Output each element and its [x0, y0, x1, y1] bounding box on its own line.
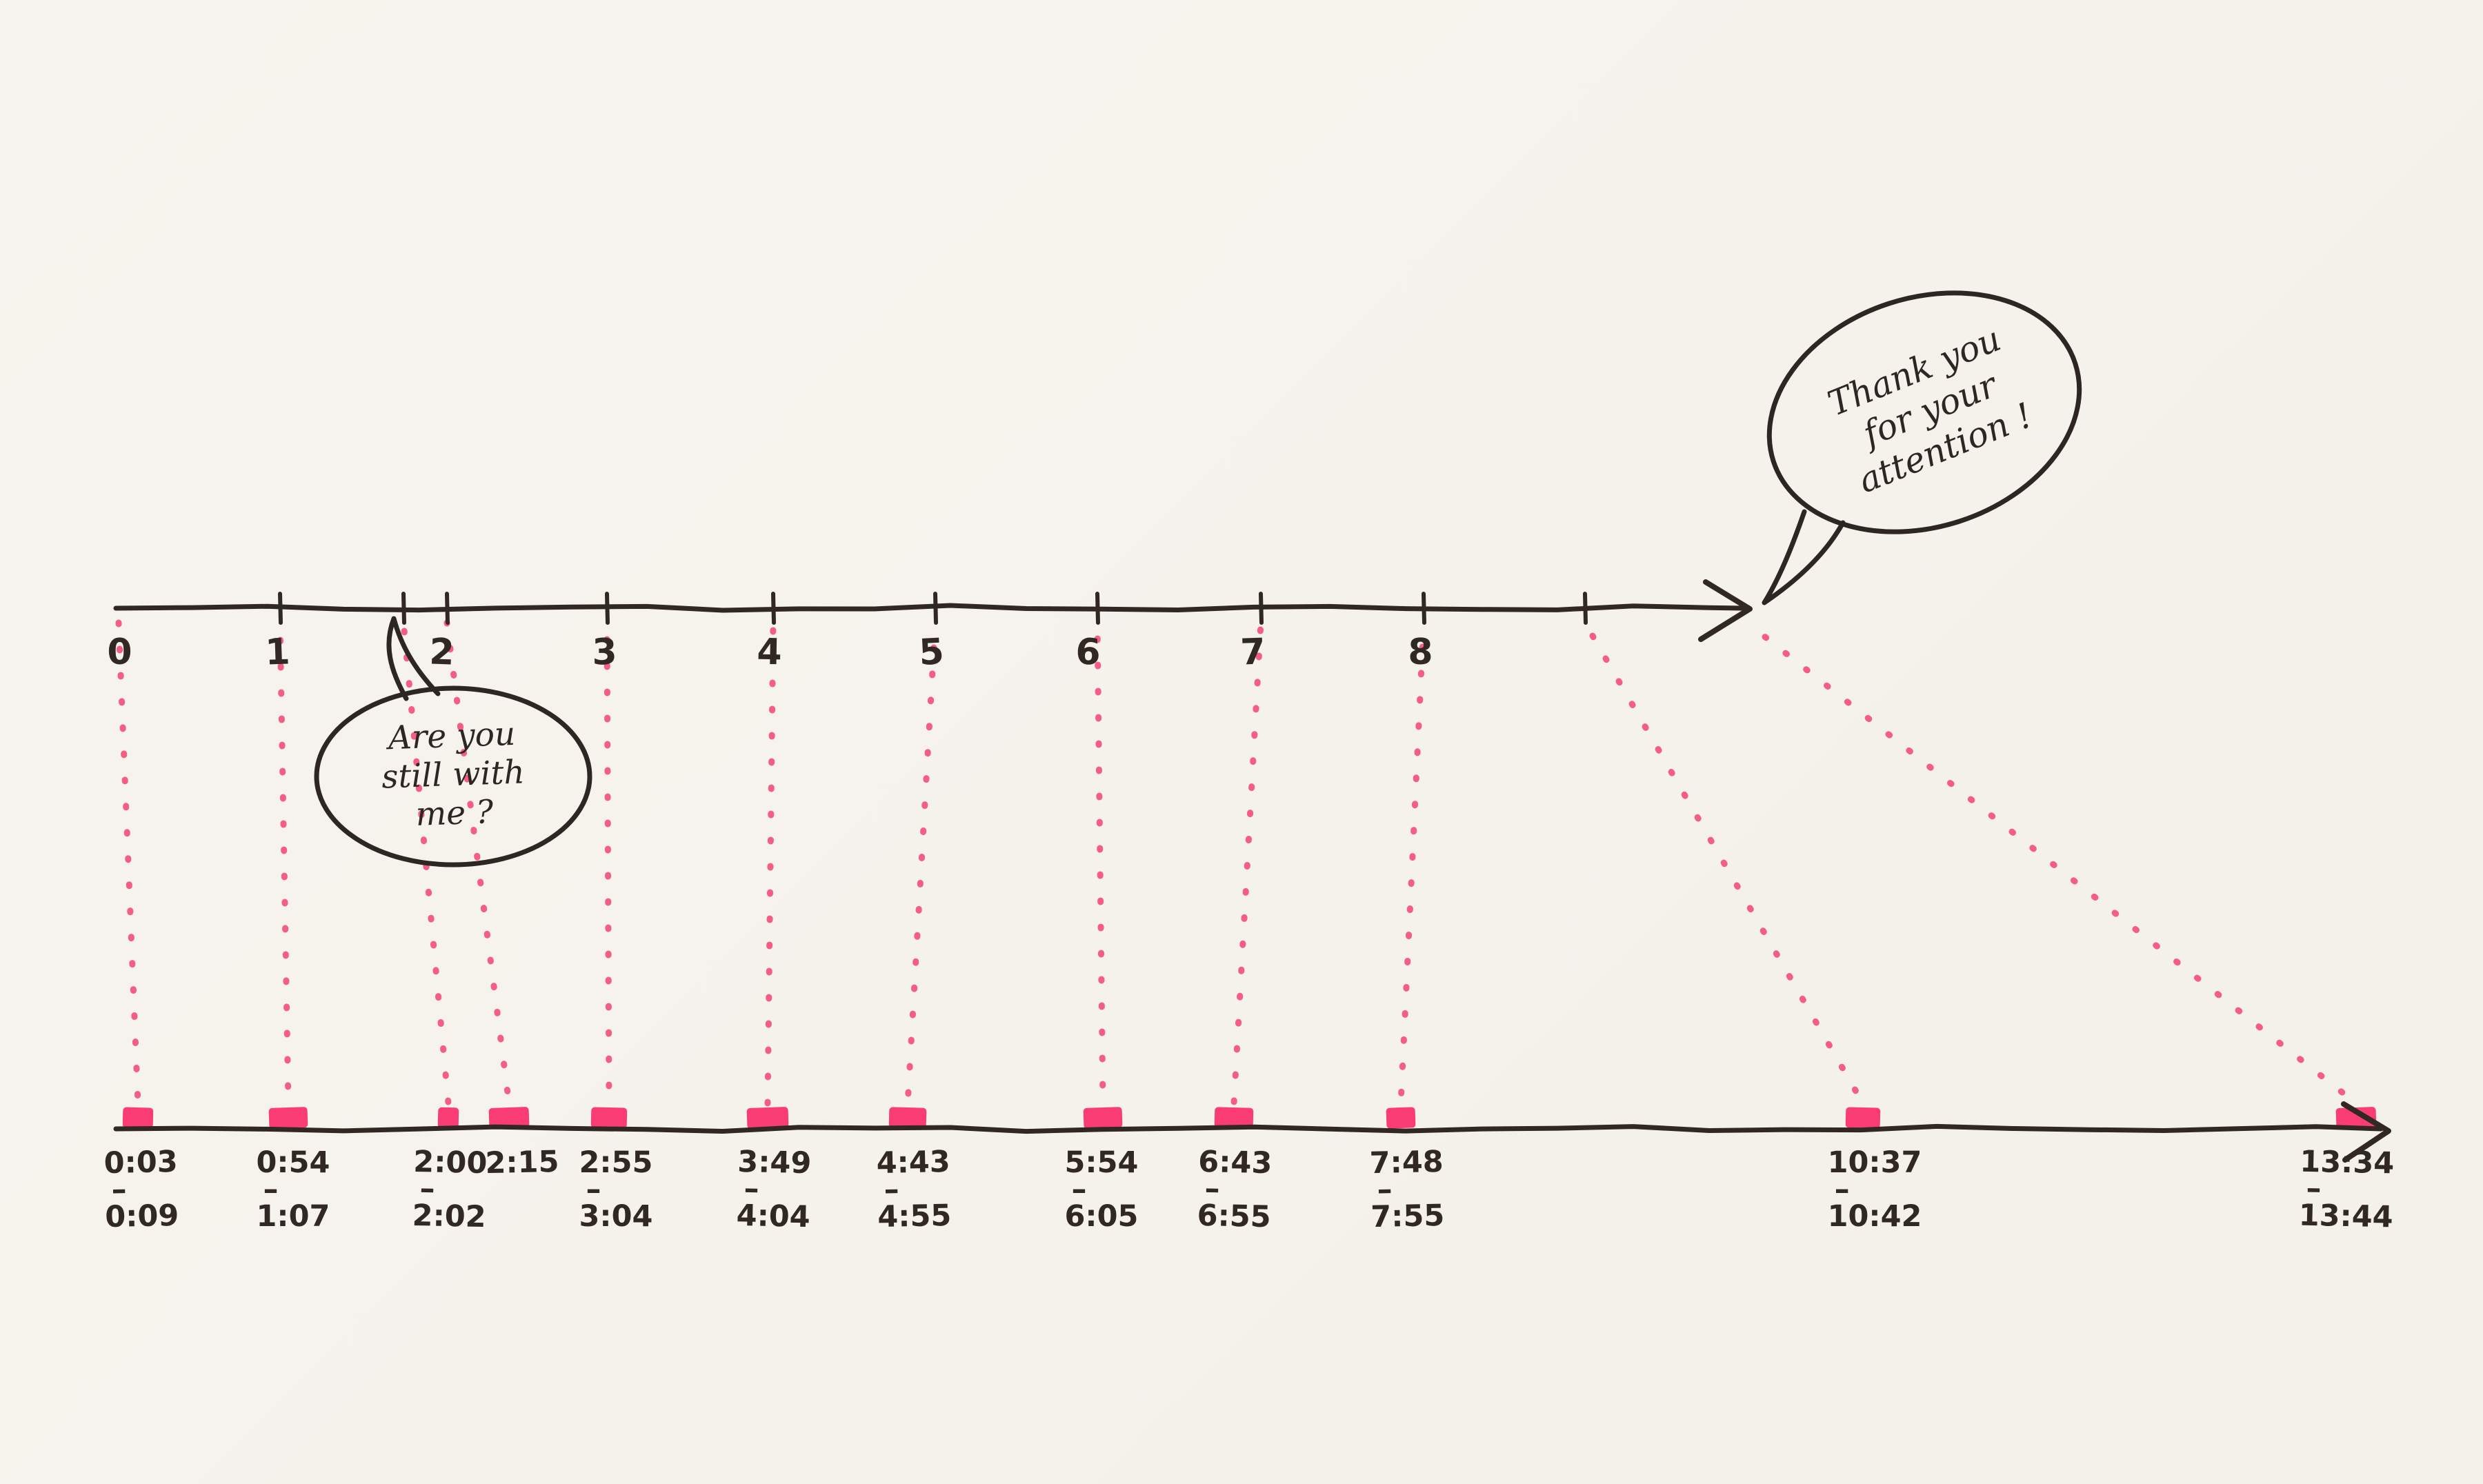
- time-range-label: 3:49–4:04: [736, 1145, 812, 1234]
- top-axis-tick: [445, 592, 450, 625]
- highlighter-time-marks: [122, 1107, 2377, 1129]
- connector-dotted-line: [115, 619, 141, 1107]
- connector-dotted-line: [277, 619, 292, 1107]
- top-axis-tick: [1259, 592, 1264, 625]
- range-dash: –: [586, 1172, 601, 1207]
- connector-dotted-line: [904, 619, 939, 1107]
- connector-dotted-line: [443, 619, 512, 1107]
- top-axis-tick: [278, 592, 283, 625]
- time-end: 4:04: [736, 1198, 811, 1235]
- time-range-label: 10:37–10:42: [1828, 1146, 1922, 1233]
- time-end: 1:07: [256, 1199, 330, 1234]
- time-range-label: 2:55–3:04: [579, 1146, 653, 1233]
- bottom-axis-line: [113, 1123, 2384, 1134]
- slide-number-label: 0: [107, 632, 133, 673]
- connector-dotted-line: [1397, 619, 1427, 1107]
- time-start: 10:37: [1827, 1145, 1922, 1180]
- bubble-tail: [386, 616, 441, 701]
- time-mark: [1083, 1107, 1123, 1129]
- dotted-connectors: [115, 619, 2360, 1107]
- speech-bubble-still-with-me: Are you still with me ?: [379, 714, 526, 835]
- time-mark: [488, 1107, 530, 1129]
- top-axis-tick: [933, 592, 938, 625]
- time-mark: [437, 1107, 459, 1129]
- time-end: 10:42: [1827, 1199, 1922, 1234]
- axes-layer: [113, 579, 2391, 1163]
- range-dash: –: [2306, 1170, 2322, 1207]
- slide-number-label: 1: [264, 631, 292, 674]
- time-mark: [888, 1107, 927, 1129]
- range-dash: –: [744, 1171, 760, 1207]
- connector-dotted-line: [1757, 630, 2360, 1107]
- time-mark: [268, 1107, 308, 1129]
- speech-bubble-outline-thank-you: [1762, 290, 2082, 605]
- bubble-tail: [1762, 509, 1846, 605]
- time-range-label: 6:43–6:55: [1197, 1145, 1273, 1234]
- bubble-ellipse: [1766, 290, 2082, 534]
- range-dash: –: [1834, 1172, 1850, 1207]
- range-dash: –: [419, 1171, 436, 1207]
- top-axis-line: [113, 603, 1746, 613]
- time-mark: [122, 1107, 154, 1129]
- time-start: 5:54: [1064, 1145, 1139, 1180]
- connector-dotted-line: [1582, 619, 1866, 1107]
- time-range-label: 0:03–0:09: [103, 1145, 179, 1234]
- range-dash: –: [1204, 1171, 1221, 1207]
- top-axis-tick: [401, 592, 406, 625]
- time-range-label: 2:15: [485, 1144, 559, 1181]
- time-range-label: 0:54–1:07: [257, 1146, 330, 1233]
- time-mark: [2335, 1107, 2377, 1129]
- time-end: 6:05: [1064, 1199, 1139, 1234]
- connector-dotted-line: [764, 619, 777, 1107]
- bubble-line: still with: [381, 753, 526, 796]
- range-dash: –: [1071, 1172, 1087, 1207]
- top-axis-arrowhead-icon: [1698, 579, 1753, 642]
- slide-number-label: 6: [1075, 631, 1102, 674]
- time-end: 7:55: [1370, 1198, 1445, 1235]
- time-range-label: 2:00–2:02: [412, 1145, 488, 1234]
- top-axis-tick: [771, 592, 776, 625]
- top-axis-tick: [1095, 592, 1100, 625]
- bottom-axis-arrowhead-icon: [2341, 1101, 2391, 1163]
- speech-bubble-outline-still-with-me: [314, 616, 592, 868]
- connector-dotted-line: [604, 619, 612, 1107]
- time-mark: [1386, 1107, 1416, 1129]
- connector-dotted-line: [1094, 619, 1106, 1107]
- range-dash: –: [883, 1172, 900, 1207]
- time-range-label: 4:43–4:55: [876, 1145, 952, 1234]
- time-end: 13:44: [2298, 1198, 2394, 1235]
- time-start: 2:15: [485, 1144, 559, 1181]
- bubble-line: Are you: [387, 714, 517, 758]
- time-end: 3:04: [579, 1199, 653, 1234]
- time-end: 4:55: [877, 1198, 952, 1235]
- time-range-label: 7:48–7:55: [1369, 1145, 1445, 1234]
- time-end: 2:02: [412, 1198, 487, 1235]
- time-mark: [1845, 1107, 1881, 1129]
- time-mark: [1214, 1107, 1254, 1129]
- slide-number-label: 7: [1239, 631, 1267, 674]
- time-end: 6:55: [1197, 1198, 1272, 1235]
- connector-dotted-line: [1230, 619, 1264, 1107]
- time-range-label: 13:34–13:44: [2298, 1145, 2395, 1235]
- time-mark: [746, 1107, 789, 1129]
- slide-number-label: 8: [1408, 632, 1434, 673]
- range-dash: –: [110, 1172, 128, 1207]
- range-dash: –: [1376, 1172, 1393, 1207]
- time-start: 0:54: [256, 1145, 330, 1180]
- range-dash: –: [263, 1172, 279, 1207]
- top-axis-tick: [1583, 592, 1588, 625]
- slide-number-label: 4: [756, 631, 784, 674]
- top-axis-tick: [605, 592, 610, 625]
- bubble-ellipse: [314, 685, 592, 868]
- slide-number-label: 3: [591, 631, 619, 674]
- time-mark: [590, 1107, 628, 1129]
- time-start: 2:55: [579, 1145, 653, 1180]
- bubble-line: me ?: [415, 793, 495, 834]
- time-range-label: 5:54–6:05: [1065, 1146, 1139, 1233]
- slide-number-label: 2: [428, 631, 456, 674]
- slide-number-label: 5: [917, 631, 946, 674]
- time-end: 0:09: [104, 1198, 179, 1235]
